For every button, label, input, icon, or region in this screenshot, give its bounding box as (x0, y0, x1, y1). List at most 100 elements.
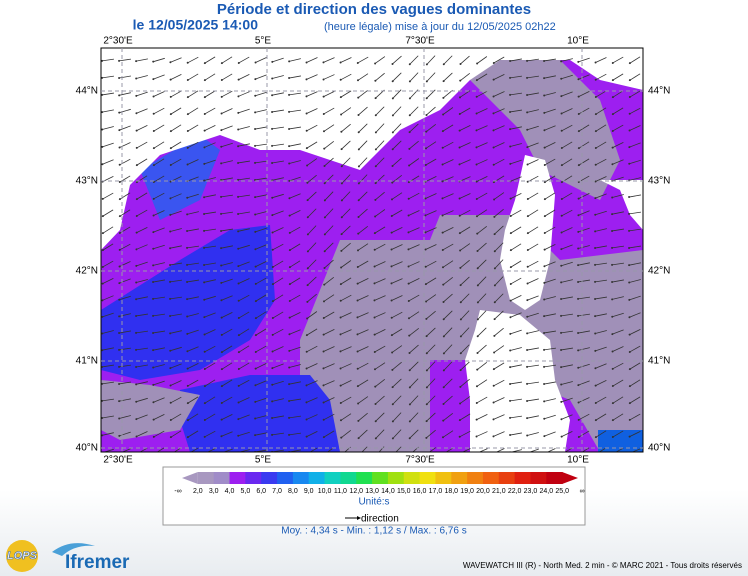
wave-arrow (426, 395, 436, 405)
arrow-head (441, 180, 444, 183)
arrow-head (152, 181, 155, 184)
wave-arrow (324, 174, 334, 184)
arrow-head (118, 77, 121, 80)
arrow-head (492, 112, 495, 115)
update: (heure légale) mise à jour du 12/05/2025… (324, 21, 556, 33)
arrow-head (407, 282, 410, 285)
wave-arrow (170, 228, 182, 232)
wave-arrow (527, 260, 539, 268)
arrow-head (186, 263, 189, 266)
wave-arrow (272, 243, 284, 251)
arrow-head (288, 283, 291, 286)
wave-arrow (612, 194, 624, 198)
arrow-head (544, 452, 546, 454)
arrow-head (271, 266, 274, 269)
arrow-head (322, 401, 325, 404)
arrow-head (237, 145, 240, 148)
arrow-head (509, 332, 512, 335)
arrow-head (254, 300, 257, 303)
wave-arrow (392, 412, 402, 422)
arrow-head (340, 113, 343, 116)
arrow-head (322, 418, 325, 421)
lat-label: 41°N (76, 356, 98, 367)
arrow-head (101, 76, 104, 79)
wave-arrow (374, 56, 386, 64)
wave-arrow (341, 225, 351, 235)
arrow-head (374, 385, 377, 388)
arrow-head (169, 332, 172, 335)
arrow-head (254, 367, 257, 370)
arrow-head (254, 265, 257, 268)
wave-arrow (204, 142, 216, 148)
arrow-head (288, 162, 291, 165)
arrow-head (118, 129, 121, 132)
legend: -∞ 2,0 3,0 4,0 5,0 6,0 7,0 8,0 9,0 10,0 11,0 12,0 13… (162, 466, 586, 526)
arrow-head (271, 417, 274, 420)
arrow-head (135, 146, 138, 149)
wave-arrow (612, 262, 624, 266)
wave-arrow (561, 397, 573, 403)
arrow-head (220, 195, 223, 198)
wave-arrow (408, 192, 420, 200)
lon-label: 2°30'E (103, 36, 133, 47)
arrow-head (288, 145, 291, 148)
wave-arrow (153, 158, 165, 166)
wave-arrow (187, 379, 199, 387)
wave-arrow (544, 364, 556, 368)
wave-arrow (255, 126, 267, 130)
arrow-head (408, 80, 411, 83)
arrow-head (118, 265, 121, 268)
wave-arrow (323, 346, 335, 352)
arrow-head (152, 197, 155, 200)
arrow-head (373, 265, 376, 268)
arrow-head (526, 282, 529, 285)
wave-arrow (153, 413, 165, 421)
map-frame (100, 47, 644, 453)
wave-arrow (340, 379, 352, 387)
wave-arrow (187, 430, 199, 438)
arrow-head (339, 96, 342, 99)
wave-arrow (409, 123, 419, 133)
arrow-head (628, 212, 631, 215)
arrow-head (101, 315, 104, 318)
wave-arrow (391, 261, 403, 267)
wave-arrow (493, 73, 505, 81)
arrow-head (135, 400, 138, 403)
wave-arrow (476, 175, 488, 183)
wave-arrow (578, 397, 590, 403)
wave-arrow (187, 193, 199, 199)
arrow-head (288, 333, 291, 336)
arrow-head (509, 128, 512, 131)
arrow-head (118, 232, 121, 235)
wave-arrow (527, 243, 539, 251)
wave-arrow (408, 277, 420, 285)
arrow-head (152, 366, 155, 369)
arrow-head (288, 60, 291, 63)
logo-lops-bg (6, 540, 38, 572)
wave-arrow (341, 157, 351, 167)
wave-arrow (204, 107, 216, 115)
wave-arrow (374, 209, 386, 217)
colorbar-cell (451, 472, 468, 484)
wave-arrow (461, 448, 471, 452)
arrow-head (254, 161, 257, 164)
wave-arrow (153, 74, 165, 80)
arrow-head (492, 435, 495, 438)
arrow-head (305, 367, 308, 370)
arrow-head (526, 417, 529, 420)
wave-arrow (578, 192, 590, 200)
wave-arrow (494, 225, 504, 235)
arrow-head (323, 216, 326, 219)
wave-arrow (425, 244, 437, 250)
arrow-head (560, 248, 563, 251)
arrow-head (459, 79, 462, 82)
wave-arrow (272, 57, 284, 63)
arrow-head (169, 113, 172, 116)
wave-arrow (323, 107, 335, 115)
arrow-head (560, 383, 563, 386)
arrow-head (237, 282, 240, 285)
arrow-head (203, 264, 206, 267)
wave-arrow (595, 330, 607, 334)
wave-arrow (187, 56, 199, 64)
arrow-head (204, 452, 206, 454)
